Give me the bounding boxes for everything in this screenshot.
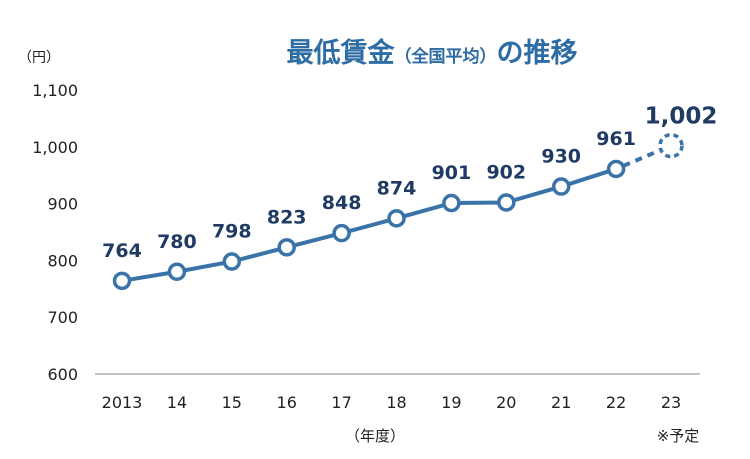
chart-title-sub: （全国平均）	[395, 46, 497, 67]
data-label-planned: 1,002	[645, 104, 718, 130]
y-tick-label: 900	[47, 195, 78, 214]
data-label: 764	[102, 240, 142, 262]
x-tick-label: 21	[551, 393, 571, 412]
y-tick-label: 700	[47, 308, 78, 327]
data-labels: 764 780 798 823 848 874 901 902 930 961 1,002	[102, 104, 717, 262]
data-point	[387, 209, 406, 228]
y-tick-label: 1,000	[32, 138, 78, 157]
data-point	[442, 193, 461, 213]
chart-title-suffix: の推移	[497, 38, 578, 69]
data-label: 874	[377, 177, 417, 199]
data-point	[606, 159, 626, 179]
chart-title: 最低賃金（全国平均）の推移	[287, 37, 578, 69]
data-point	[497, 193, 516, 212]
data-point	[167, 262, 187, 282]
x-tick-label: 2013	[102, 393, 143, 412]
x-axis-title: （年度）	[345, 427, 405, 445]
data-label: 798	[212, 221, 252, 243]
series-min-wage	[112, 132, 684, 291]
y-tick-label: 800	[47, 251, 78, 270]
x-tick-label: 14	[167, 393, 187, 412]
data-point	[277, 238, 296, 257]
x-tick-label: 16	[277, 393, 297, 412]
data-point	[222, 252, 242, 271]
y-unit-label: （円）	[18, 50, 60, 66]
data-label: 848	[322, 192, 362, 214]
data-label: 901	[432, 162, 472, 184]
data-point-planned	[658, 132, 684, 159]
data-point	[332, 223, 351, 243]
data-point	[551, 177, 571, 196]
data-point	[112, 271, 132, 291]
x-tick-label: 20	[496, 393, 516, 412]
data-label: 823	[267, 206, 307, 228]
data-label: 930	[541, 146, 581, 168]
x-tick-label: 17	[331, 393, 351, 412]
data-label: 902	[486, 161, 526, 183]
x-axis-ticks: 2013 14 15 16 17 18 19 20 21 22 23	[102, 393, 682, 412]
series-line-planned	[622, 148, 661, 168]
svg-text:最低賃金（全国平均）の推移: 最低賃金（全国平均）の推移	[287, 37, 578, 69]
x-tick-label: 18	[386, 393, 406, 412]
data-label: 780	[157, 231, 197, 253]
y-tick-label: 600	[47, 365, 78, 384]
y-tick-label: 1,100	[32, 81, 78, 100]
chart-title-main: 最低賃金	[287, 37, 396, 69]
planned-note: ※予定	[657, 427, 700, 445]
x-tick-label: 23	[661, 393, 681, 412]
x-tick-label: 15	[222, 393, 242, 412]
series-line-actual	[121, 167, 617, 283]
x-tick-label: 22	[606, 393, 626, 412]
y-axis-ticks: 600 700 800 900 1,000 1,100	[32, 81, 78, 384]
data-label: 961	[596, 128, 636, 150]
x-tick-label: 19	[441, 393, 461, 412]
